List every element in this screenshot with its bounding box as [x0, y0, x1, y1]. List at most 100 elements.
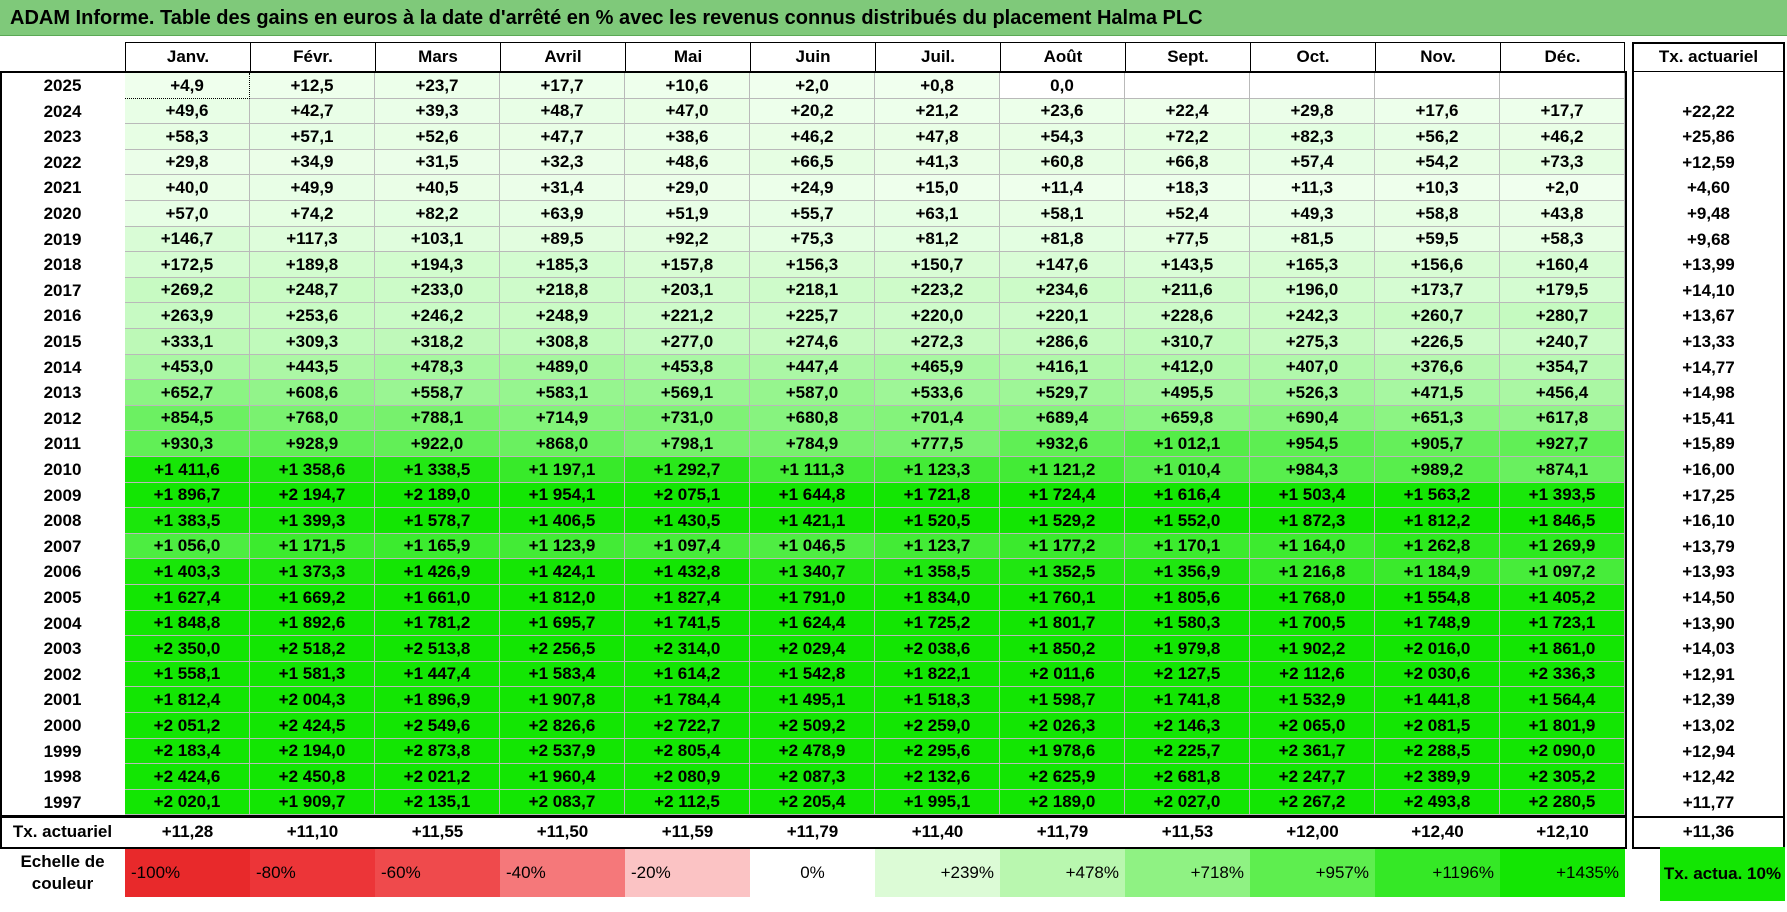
table-cell: +24,9: [750, 175, 875, 201]
table-cell: +1 426,9: [375, 559, 500, 585]
table-cell: +0,8: [875, 73, 1000, 99]
table-cell: +272,3: [875, 329, 1000, 355]
table-cell: +29,8: [1250, 99, 1375, 124]
year-label: 1998: [43, 767, 82, 786]
tx-value: +12,42: [1682, 767, 1735, 786]
table-cell: +768,0: [250, 406, 375, 431]
year-label: 2024: [43, 101, 82, 121]
table-cell: +954,5: [1250, 431, 1375, 457]
table-cell: +1 624,4: [750, 611, 875, 636]
table-cell: +1 978,6: [1000, 739, 1125, 764]
table-cell: +1 406,5: [500, 508, 625, 534]
table-cell: +2 112,6: [1250, 662, 1375, 687]
table-cell: +1 614,2: [625, 662, 750, 687]
table-cell: +874,1: [1500, 457, 1625, 483]
table-cell: +1 850,2: [1000, 636, 1125, 662]
tx-value: +12,91: [1682, 664, 1735, 684]
table-cell: +489,0: [500, 355, 625, 380]
table-cell: +798,1: [625, 431, 750, 457]
table-cell: +2 030,6: [1375, 662, 1500, 687]
month-header: Juil.: [875, 42, 1001, 72]
table-cell: +1 827,4: [625, 585, 750, 611]
footer-value: +11,40: [911, 822, 964, 842]
table-cell: +1 954,1: [500, 483, 625, 508]
table-cell: +17,7: [1500, 99, 1625, 124]
table-cell: +471,5: [1375, 380, 1500, 406]
table-cell: +2 247,7: [1250, 764, 1375, 790]
table-cell: +456,4: [1500, 380, 1625, 406]
table-cell: +2 509,2: [750, 713, 875, 739]
table-cell: +465,9: [875, 355, 1000, 380]
table-cell: +2 873,8: [375, 739, 500, 764]
table-cell: +1 741,5: [625, 611, 750, 636]
table-cell: +11,4: [1000, 175, 1125, 201]
table-cell: +194,3: [375, 252, 500, 278]
year-label: 2000: [43, 716, 82, 735]
table-cell: +11,3: [1250, 175, 1375, 201]
tx-value: +17,25: [1682, 485, 1735, 505]
table-cell: +2 127,5: [1125, 662, 1250, 687]
table-cell: +48,6: [625, 150, 750, 175]
color-scale-swatch: +957%: [1250, 849, 1375, 897]
table-cell: +43,8: [1500, 201, 1625, 227]
table-cell: +1 177,2: [1000, 534, 1125, 559]
tx-value: +14,50: [1682, 588, 1735, 607]
table-cell: +2 259,0: [875, 713, 1000, 739]
table-cell: +1 748,9: [1375, 611, 1500, 636]
table-cell: +690,4: [1250, 406, 1375, 431]
table-cell: +2 065,0: [1250, 713, 1375, 739]
color-scale-swatch: 0%: [750, 849, 875, 897]
table-cell: +52,6: [375, 124, 500, 150]
year-label: 2001: [43, 690, 82, 709]
table-cell: +32,3: [500, 150, 625, 175]
table-cell: +1 581,3: [250, 662, 375, 687]
tx-value: +15,41: [1682, 408, 1735, 428]
table-cell: +1 616,4: [1125, 483, 1250, 508]
table-cell: +2 493,8: [1375, 790, 1500, 815]
table-cell: +47,8: [875, 124, 1000, 150]
table-cell: +1 399,3: [250, 508, 375, 534]
table-cell: +854,5: [125, 406, 250, 431]
table-cell: +1 164,0: [1250, 534, 1375, 559]
table-cell: +38,6: [625, 124, 750, 150]
table-cell: +2 146,3: [1125, 713, 1250, 739]
table-cell: +1 520,5: [875, 508, 1000, 534]
color-scale-swatch: +239%: [875, 849, 1000, 897]
table-cell: +81,5: [1250, 227, 1375, 252]
table-cell: +179,5: [1500, 278, 1625, 303]
table-cell: +1 578,7: [375, 508, 500, 534]
table-cell: +57,4: [1250, 150, 1375, 175]
table-cell: +66,5: [750, 150, 875, 175]
table-cell: +2 016,0: [1375, 636, 1500, 662]
table-cell: +47,7: [500, 124, 625, 150]
table-cell: +1 393,5: [1500, 483, 1625, 508]
table-cell: +1 791,0: [750, 585, 875, 611]
table-cell: +147,6: [1000, 252, 1125, 278]
table-cell: +1 421,1: [750, 508, 875, 534]
table-cell: +1 552,0: [1125, 508, 1250, 534]
color-scale-swatch: -20%: [625, 849, 750, 897]
table-cell: +1 503,4: [1250, 483, 1375, 508]
table-cell: +269,2: [125, 278, 250, 303]
table-cell: +1 812,2: [1375, 508, 1500, 534]
table-cell: +280,7: [1500, 303, 1625, 329]
table-cell: +185,3: [500, 252, 625, 278]
tx-value: +9,68: [1686, 229, 1730, 249]
year-label: 2006: [43, 562, 82, 581]
table-cell: +731,0: [625, 406, 750, 431]
table-cell: +2 004,3: [250, 687, 375, 713]
table-cell: +22,4: [1125, 99, 1250, 124]
table-cell: +1 292,7: [625, 457, 750, 483]
table-cell: +1 170,1: [1125, 534, 1250, 559]
table-cell: +1 542,8: [750, 662, 875, 687]
table-cell: +73,3: [1500, 150, 1625, 175]
tx-value: +12,39: [1682, 690, 1735, 709]
table-cell: +10,3: [1375, 175, 1500, 201]
year-label: 2020: [43, 204, 82, 223]
table-cell: +922,0: [375, 431, 500, 457]
month-header: Mars: [375, 42, 501, 72]
table-cell: +223,2: [875, 278, 1000, 303]
table-cell: +1 812,4: [125, 687, 250, 713]
month-header: Mai: [625, 42, 751, 72]
tx-header: Tx. actuariel: [1632, 42, 1785, 72]
